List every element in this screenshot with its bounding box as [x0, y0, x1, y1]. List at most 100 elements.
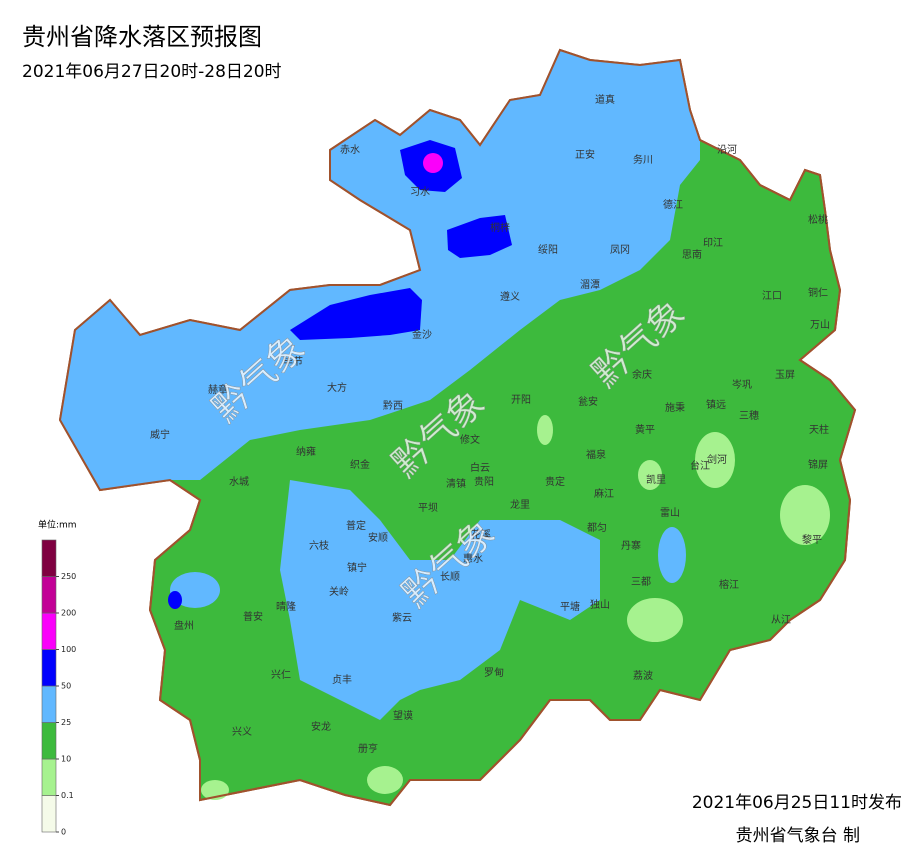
place-label: 三穗 [739, 409, 759, 422]
map-subtitle: 2021年06月27日20时-28日20时 [22, 62, 282, 82]
place-label: 普定 [346, 519, 366, 532]
legend-swatch [41, 539, 57, 577]
place-label: 赫章 [208, 383, 228, 396]
place-label: 贵定 [545, 475, 565, 488]
legend-swatch [41, 612, 57, 650]
place-label: 台江 [690, 459, 710, 472]
place-label: 长顺 [440, 571, 460, 583]
place-label: 印江 [703, 237, 723, 249]
legend-swatch [41, 722, 57, 760]
place-label: 安龙 [311, 720, 331, 733]
place-label: 白云 [470, 461, 490, 474]
legend-label: 50 [61, 682, 71, 691]
place-label: 剑河 [707, 453, 727, 466]
legend-swatch [41, 758, 57, 796]
legend-swatch [41, 795, 57, 833]
rain-area-0.1-10 [367, 766, 403, 794]
place-label: 福泉 [586, 448, 606, 461]
place-label: 毕节 [283, 355, 303, 368]
place-label: 黄平 [635, 423, 655, 436]
map-title: 贵州省降水落区预报图 [22, 23, 262, 51]
place-label: 从江 [771, 614, 791, 626]
place-label: 织金 [350, 458, 370, 471]
place-label: 大方 [327, 381, 347, 394]
place-label: 施秉 [665, 401, 685, 414]
rain-area-0.1-10 [638, 460, 662, 490]
legend-swatch [41, 685, 57, 723]
province-border [58, 48, 857, 807]
place-label: 六枝 [309, 539, 329, 552]
place-label: 修文 [460, 433, 480, 446]
place-label: 绥阳 [538, 244, 558, 256]
place-label: 盘州 [174, 619, 194, 632]
place-label: 黎平 [802, 533, 822, 546]
rain-area-0.1-10 [695, 432, 735, 488]
legend-unit: 单位:mm [38, 519, 77, 531]
place-label: 威宁 [150, 428, 170, 441]
place-label: 三都 [631, 576, 651, 588]
place-label: 花溪 [471, 528, 491, 541]
place-label: 务川 [633, 153, 653, 166]
place-label: 遵义 [500, 290, 520, 303]
place-label: 安顺 [368, 531, 388, 544]
place-label: 兴义 [232, 726, 252, 738]
place-label: 清镇 [446, 477, 466, 490]
place-label: 凤冈 [610, 244, 630, 256]
place-label: 余庆 [632, 368, 652, 381]
place-label: 金沙 [412, 328, 432, 341]
place-label: 关岭 [329, 585, 349, 598]
place-label: 丹寨 [621, 539, 641, 552]
rain-area-50-100 [447, 215, 512, 258]
place-label: 思南 [682, 248, 702, 261]
place-label: 铜仁 [808, 287, 828, 299]
place-label: 平坝 [418, 502, 438, 514]
rain-area-0.1-10 [627, 598, 683, 642]
place-label: 万山 [810, 319, 830, 331]
issue-time: 2021年06月25日11时发布 [692, 793, 902, 813]
legend-label: 0 [61, 828, 66, 837]
place-label: 沿河 [717, 144, 737, 156]
place-label: 晴隆 [276, 600, 296, 613]
place-label: 龙里 [510, 498, 530, 511]
rain-area-50-100 [290, 288, 422, 340]
place-label: 正安 [575, 148, 595, 161]
place-label: 惠水 [463, 552, 483, 565]
place-label: 罗甸 [484, 666, 504, 679]
place-label: 荔波 [633, 669, 653, 682]
place-label: 麻江 [594, 487, 614, 500]
place-label: 贞丰 [332, 673, 352, 686]
place-label: 紫云 [392, 612, 412, 624]
place-label: 湄潭 [580, 279, 600, 291]
place-label: 平塘 [560, 600, 580, 613]
place-label: 赤水 [340, 144, 360, 156]
rain-area-0.1-10 [537, 415, 553, 445]
place-label: 瓮安 [578, 395, 598, 408]
place-label: 黔西 [383, 399, 403, 412]
legend-swatch [41, 649, 57, 687]
rain-area-25-50 [280, 480, 600, 720]
place-label: 册亨 [358, 742, 378, 755]
legend-label: 10 [61, 755, 71, 764]
rain-area-100-200 [423, 153, 443, 173]
place-label: 道真 [595, 93, 615, 106]
place-label: 纳雍 [296, 445, 316, 458]
legend-label: 100 [61, 645, 76, 654]
rain-area-50-100 [168, 591, 182, 609]
place-label: 镇远 [706, 398, 726, 411]
place-label: 锦屏 [808, 458, 828, 471]
place-label: 习水 [410, 186, 430, 198]
place-label: 兴仁 [271, 669, 291, 681]
place-label: 都匀 [587, 522, 607, 534]
place-label: 玉屏 [775, 369, 795, 381]
place-label: 贵阳 [474, 475, 494, 488]
place-label: 凯里 [646, 473, 666, 486]
legend-swatch [41, 576, 57, 614]
legend-label: 25 [61, 718, 71, 727]
place-label: 江口 [762, 290, 782, 302]
place-label: 普安 [243, 610, 263, 623]
place-label: 岑巩 [732, 379, 752, 391]
place-label: 天柱 [809, 423, 829, 436]
rain-area-0.1-10 [780, 485, 830, 545]
